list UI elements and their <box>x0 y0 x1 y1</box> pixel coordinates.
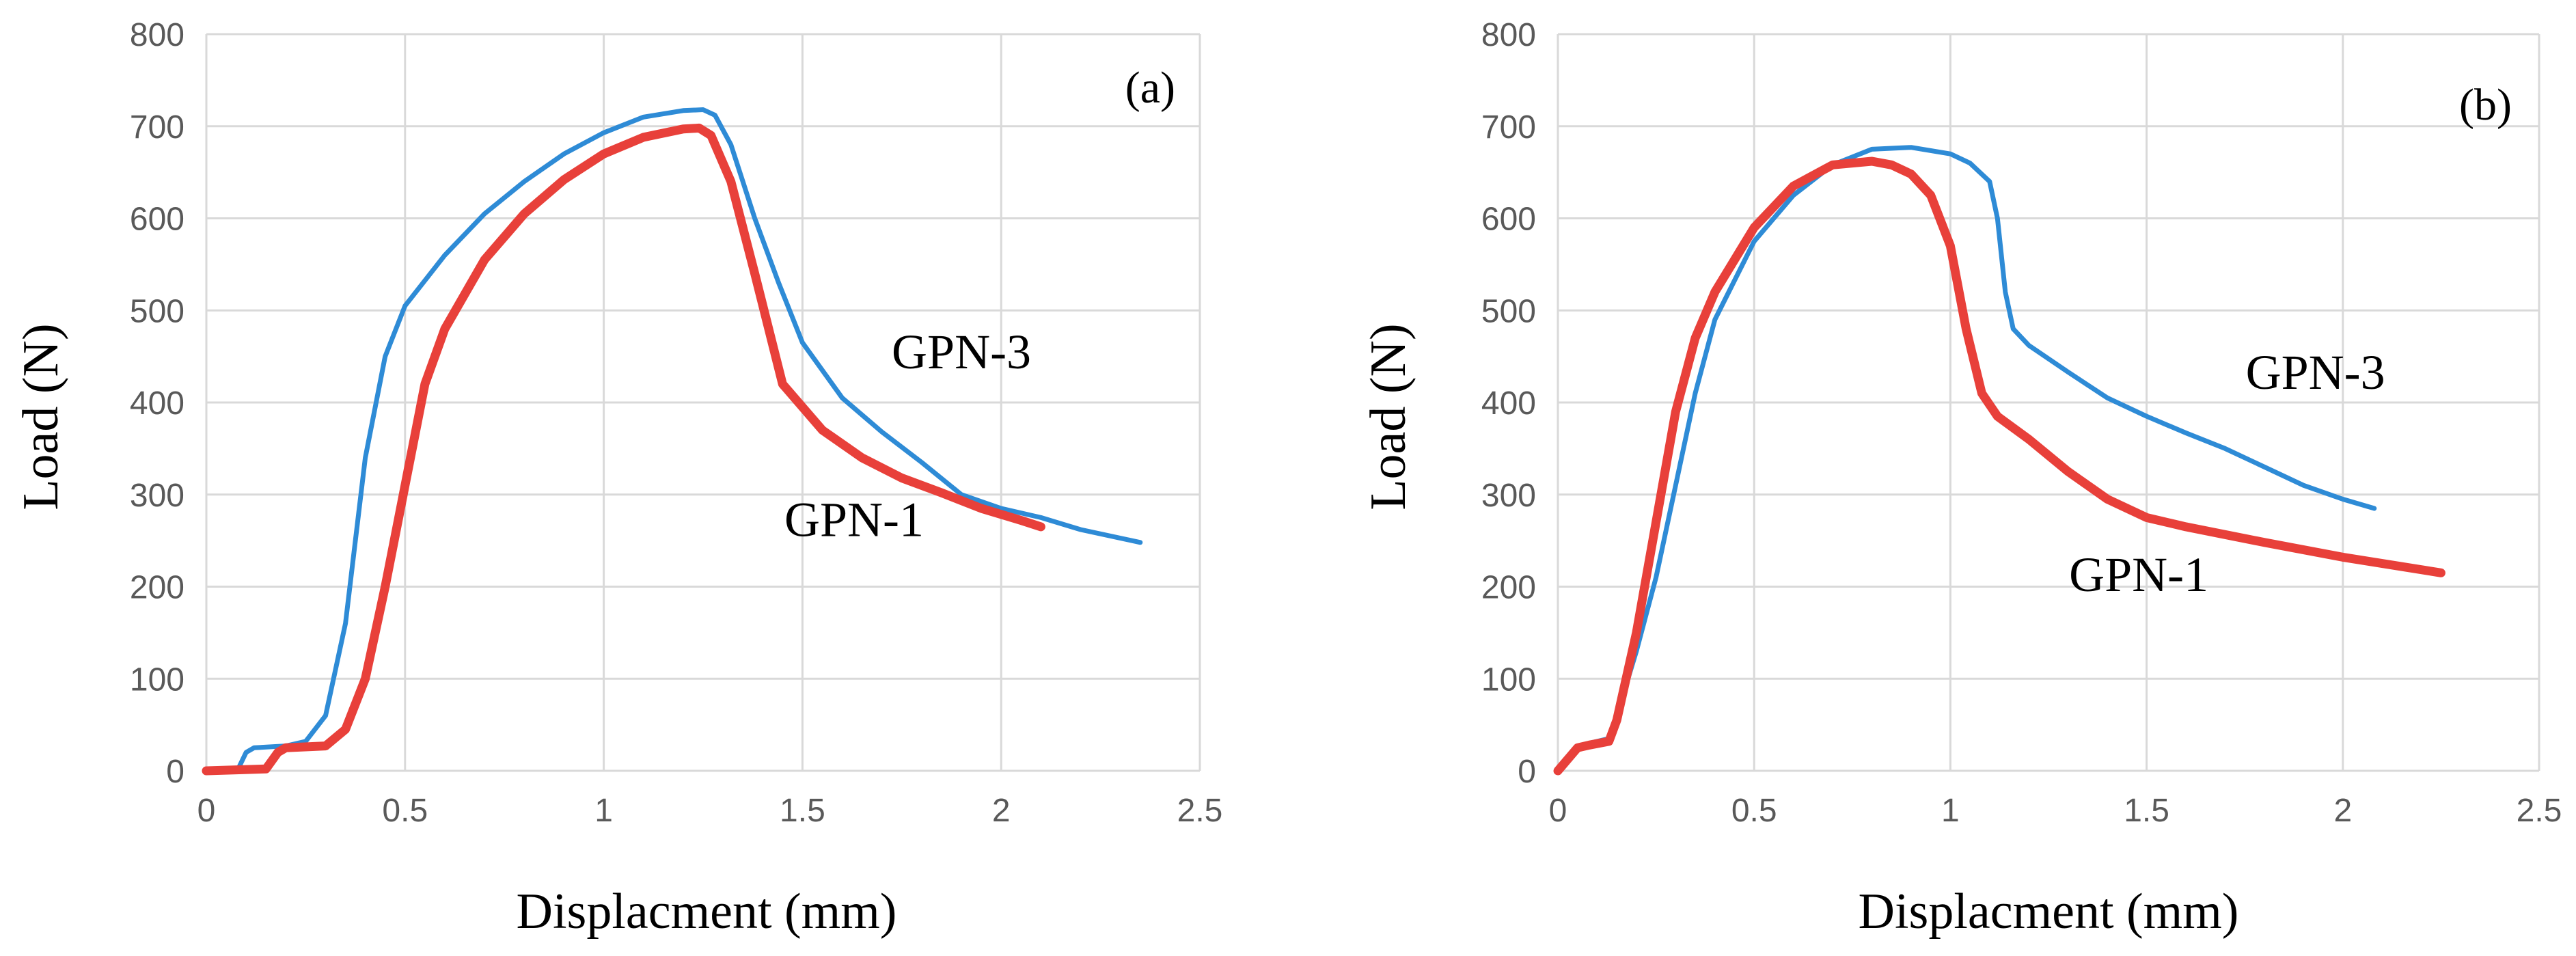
chart-panel-a: 0 0.5 1 1.5 2 2.5 0 100 200 300 400 500 600 700 800 Di… <box>13 17 1222 940</box>
series-line-gpn-1 <box>1553 156 2445 776</box>
annotation-gpn-1: GPN-1 <box>2069 547 2208 602</box>
y-tick-label-700: 700 <box>130 109 184 146</box>
y-tick-label-700: 700 <box>1481 109 1536 146</box>
y-axis-label: Load (N) <box>1360 323 1416 510</box>
y-tick-label-400: 400 <box>1481 385 1536 422</box>
y-tick-label-100: 100 <box>130 661 184 698</box>
panel-label-a: (a) <box>1125 63 1175 113</box>
y-tick-label-800: 800 <box>130 17 184 53</box>
panel-label-b: (b) <box>2459 80 2512 130</box>
gridlines <box>1557 33 2540 772</box>
y-tick-label-500: 500 <box>1481 293 1536 329</box>
y-tick-label-300: 300 <box>130 478 184 514</box>
x-tick-label-2: 2 <box>992 793 1011 829</box>
y-tick-label-300: 300 <box>1481 478 1536 514</box>
x-tick-label-0: 0 <box>1549 793 1567 829</box>
y-tick-label-600: 600 <box>130 202 184 238</box>
annotation-gpn-1: GPN-1 <box>784 492 924 547</box>
chart-panel-b: 0 0.5 1 1.5 2 2.5 0 100 200 300 400 500 600 700 800 Di… <box>1360 17 2562 940</box>
x-tick-label-0: 0 <box>197 793 216 829</box>
series-layer <box>202 107 1143 776</box>
y-tick-label-200: 200 <box>1481 570 1536 606</box>
gridlines <box>205 33 1201 772</box>
x-tick-label-1-5: 1.5 <box>2124 793 2169 829</box>
x-tick-label-0-5: 0.5 <box>382 793 428 829</box>
x-axis-label: Displacment (mm) <box>517 884 897 940</box>
y-axis-label: Load (N) <box>13 323 69 510</box>
x-tick-label-0-5: 0.5 <box>1731 793 1777 829</box>
x-tick-label-2: 2 <box>2333 793 2352 829</box>
y-tick-label-200: 200 <box>130 570 184 606</box>
x-tick-label-1: 1 <box>594 793 613 829</box>
tick-labels: 0 0.5 1 1.5 2 2.5 0 100 200 300 400 500 600 700 800 <box>1481 17 2562 829</box>
annotation-gpn-3: GPN-3 <box>2246 345 2385 400</box>
y-tick-label-0: 0 <box>166 754 184 790</box>
series-line-gpn-3 <box>1555 145 2377 774</box>
y-tick-label-100: 100 <box>1481 661 1536 698</box>
y-tick-label-800: 800 <box>1481 17 1536 53</box>
y-tick-label-400: 400 <box>130 385 184 422</box>
tick-labels: 0 0.5 1 1.5 2 2.5 0 100 200 300 400 500 600 700 800 <box>130 17 1222 829</box>
series-layer <box>1553 145 2445 776</box>
x-tick-label-1-5: 1.5 <box>780 793 825 829</box>
series-line-gpn-1 <box>202 123 1045 776</box>
annotation-gpn-3: GPN-3 <box>892 325 1031 379</box>
x-tick-label-2-5: 2.5 <box>2517 793 2562 829</box>
y-tick-label-600: 600 <box>1481 202 1536 238</box>
y-tick-label-500: 500 <box>130 293 184 329</box>
y-tick-label-0: 0 <box>1518 754 1536 790</box>
x-axis-label: Displacment (mm) <box>1859 884 2239 940</box>
series-line-gpn-3 <box>204 107 1143 774</box>
x-tick-label-1: 1 <box>1941 793 1960 829</box>
x-tick-label-2-5: 2.5 <box>1177 793 1223 829</box>
